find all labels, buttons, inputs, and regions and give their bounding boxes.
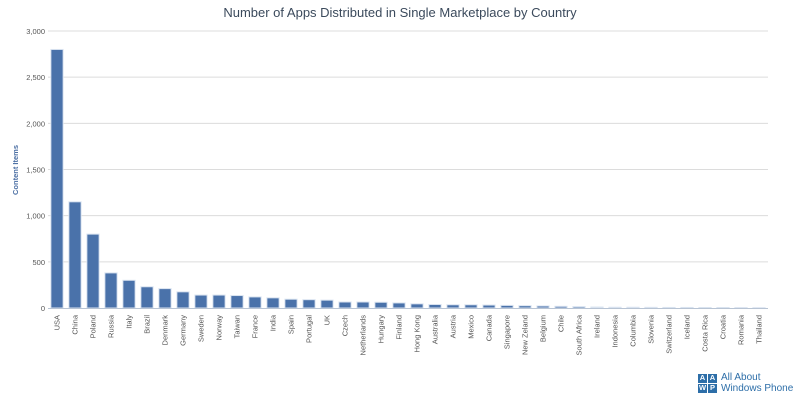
x-tick-label: Spain bbox=[287, 315, 296, 334]
chart-title: Number of Apps Distributed in Single Mar… bbox=[223, 5, 577, 20]
bar[interactable] bbox=[122, 279, 136, 309]
bar[interactable] bbox=[518, 305, 532, 309]
logo-text-line2: Windows Phone bbox=[721, 383, 794, 394]
x-tick-label: Switzerland bbox=[665, 315, 674, 354]
x-tick-label: Hungary bbox=[377, 315, 386, 344]
bar[interactable] bbox=[194, 294, 208, 309]
x-tick-label: Netherlands bbox=[359, 315, 368, 356]
bar[interactable] bbox=[356, 301, 370, 309]
x-tick-label: Finland bbox=[395, 315, 404, 340]
x-tick-label: Germany bbox=[179, 315, 188, 346]
y-tick-label: 2,500 bbox=[26, 73, 45, 82]
x-tick-label: USA bbox=[53, 315, 62, 330]
logo-text-line1: All About bbox=[721, 372, 761, 383]
bar[interactable] bbox=[158, 288, 172, 309]
x-tick-label: Ireland bbox=[593, 315, 602, 338]
bar[interactable] bbox=[50, 48, 64, 309]
y-tick-label: 0 bbox=[41, 304, 45, 313]
x-tick-label: Chile bbox=[557, 315, 566, 332]
x-tick-label: Norway bbox=[215, 315, 224, 341]
bar[interactable] bbox=[482, 304, 496, 309]
site-logo: A A W P All About Windows Phone bbox=[698, 370, 798, 396]
y-tick-label: 3,000 bbox=[26, 27, 45, 36]
bar[interactable] bbox=[410, 303, 424, 309]
x-tick-label: Portugal bbox=[305, 315, 314, 343]
x-tick-label: Indonesia bbox=[611, 314, 620, 347]
x-tick-label: Brazil bbox=[143, 315, 152, 334]
bar[interactable] bbox=[464, 304, 478, 309]
bar[interactable] bbox=[140, 286, 154, 309]
bar[interactable] bbox=[590, 306, 604, 309]
x-tick-label: Russia bbox=[107, 314, 116, 338]
bar[interactable] bbox=[302, 299, 316, 309]
x-axis-ticks: USA China Poland Russia Italy Brazil Denmark Ge… bbox=[53, 314, 764, 355]
x-tick-label: Australia bbox=[431, 314, 440, 344]
bar[interactable] bbox=[554, 305, 568, 309]
bar[interactable] bbox=[266, 297, 280, 309]
bar[interactable] bbox=[500, 304, 514, 309]
bar[interactable] bbox=[212, 294, 226, 309]
x-tick-label: Belgium bbox=[539, 315, 548, 342]
bar[interactable] bbox=[392, 302, 406, 309]
x-tick-label: New Zeland bbox=[521, 315, 530, 355]
x-tick-label: South Africa bbox=[575, 314, 584, 355]
y-tick-label: 1,500 bbox=[26, 166, 45, 175]
y-axis-ticks: 0 500 1,000 1,500 2,000 2,500 3,000 bbox=[26, 27, 45, 313]
x-tick-label: Thailand bbox=[755, 315, 764, 344]
x-tick-label: Poland bbox=[89, 315, 98, 338]
bar[interactable] bbox=[248, 296, 262, 309]
x-tick-label: Hong Kong bbox=[413, 315, 422, 353]
x-tick-label: Iceland bbox=[683, 315, 692, 339]
bars bbox=[50, 48, 766, 310]
y-tick-label: 1,000 bbox=[26, 212, 45, 221]
x-tick-label: Sweden bbox=[197, 315, 206, 342]
bar[interactable] bbox=[374, 301, 388, 309]
x-tick-label: Columbia bbox=[629, 314, 638, 347]
x-tick-label: Romania bbox=[737, 314, 746, 345]
x-tick-label: Slovenia bbox=[647, 314, 656, 344]
x-tick-label: Taiwan bbox=[233, 315, 242, 338]
x-tick-label: Mexico bbox=[467, 315, 476, 339]
bar[interactable] bbox=[104, 272, 118, 309]
x-tick-label: Czech bbox=[341, 315, 350, 336]
bar[interactable] bbox=[68, 201, 82, 309]
gridlines bbox=[48, 30, 768, 263]
logo-letter: W bbox=[698, 383, 707, 393]
bar[interactable] bbox=[86, 233, 100, 309]
bar[interactable] bbox=[428, 303, 442, 309]
x-tick-label: France bbox=[251, 315, 260, 338]
bar[interactable] bbox=[284, 298, 298, 309]
logo-mark: A A W P bbox=[698, 373, 717, 393]
logo-letter: A bbox=[708, 373, 717, 383]
y-tick-label: 2,000 bbox=[26, 119, 45, 128]
bar[interactable] bbox=[536, 305, 550, 309]
x-tick-label: Costa Rica bbox=[701, 314, 710, 352]
bar[interactable] bbox=[176, 291, 190, 309]
logo-letter: P bbox=[708, 383, 717, 393]
x-tick-label: Singapore bbox=[503, 315, 512, 349]
x-tick-label: China bbox=[71, 314, 80, 334]
bar[interactable] bbox=[230, 295, 244, 309]
y-axis-label: Content Items bbox=[11, 145, 20, 195]
x-tick-label: UK bbox=[323, 315, 332, 325]
x-tick-label: Denmark bbox=[161, 315, 170, 346]
logo-letter: A bbox=[698, 373, 707, 383]
x-tick-label: Croatia bbox=[719, 314, 728, 339]
y-tick-label: 500 bbox=[32, 258, 45, 267]
x-tick-label: Canada bbox=[485, 314, 494, 341]
bar[interactable] bbox=[446, 304, 460, 309]
bar[interactable] bbox=[626, 306, 640, 309]
x-tick-label: India bbox=[269, 314, 278, 331]
bar[interactable] bbox=[572, 306, 586, 309]
bar[interactable] bbox=[320, 299, 334, 309]
bar[interactable] bbox=[338, 301, 352, 309]
x-tick-label: Austria bbox=[449, 314, 458, 338]
x-tick-label: Italy bbox=[125, 315, 134, 329]
bar[interactable] bbox=[608, 306, 622, 309]
